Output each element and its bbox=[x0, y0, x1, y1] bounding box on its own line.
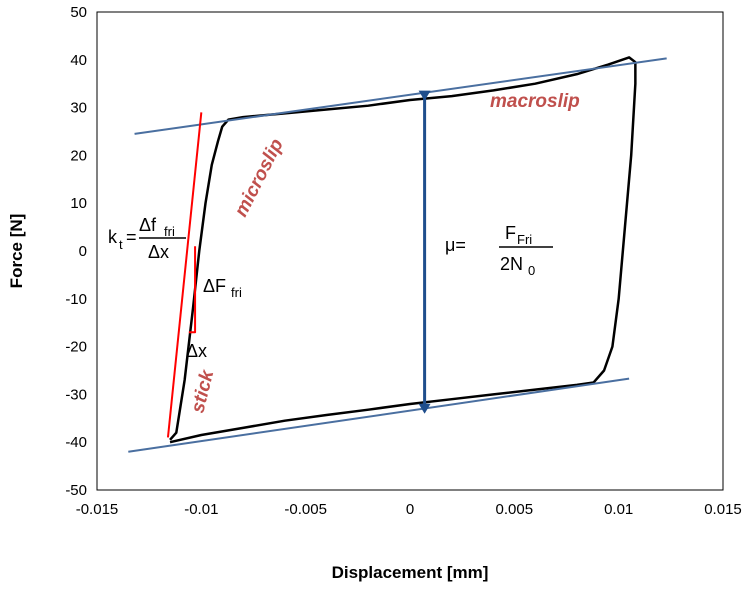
kt-numerator-sub: fri bbox=[164, 224, 175, 239]
series-line bbox=[128, 377, 630, 453]
mu-numerator: F bbox=[505, 223, 516, 243]
x-tick-label: 0 bbox=[406, 501, 414, 518]
y-tick-label: 10 bbox=[70, 195, 87, 212]
delta-x-label: Δx bbox=[186, 341, 207, 361]
macroslip-label: macroslip bbox=[490, 91, 580, 112]
x-tick-label: -0.01 bbox=[184, 501, 218, 518]
y-tick-label: -40 bbox=[65, 434, 87, 451]
delta-f-subscript: fri bbox=[231, 285, 242, 300]
series-line bbox=[134, 57, 667, 135]
y-tick-labels: 50 40 30 20 10 0 -10 -20 -30 -40 -50 bbox=[65, 4, 87, 499]
kt-denominator: Δx bbox=[148, 242, 169, 262]
mu-denominator-sub: 0 bbox=[528, 263, 535, 278]
y-tick-label: -50 bbox=[65, 482, 87, 499]
kt-symbol: k bbox=[108, 227, 118, 247]
x-tick-label: -0.005 bbox=[284, 501, 327, 518]
x-tick-labels: -0.015 -0.01 -0.005 0 0.005 0.01 0.015 bbox=[76, 501, 742, 518]
series-line bbox=[166, 112, 203, 438]
y-tick-label: 20 bbox=[70, 147, 87, 164]
kt-equals: = bbox=[126, 227, 137, 247]
x-tick-label: 0.015 bbox=[704, 501, 742, 518]
mu-numerator-sub: Fri bbox=[517, 232, 532, 247]
delta-f-label: ΔF bbox=[203, 276, 226, 296]
mu-lhs: μ= bbox=[445, 235, 466, 255]
x-tick-label: 0.01 bbox=[604, 501, 633, 518]
kt-subscript: t bbox=[119, 237, 123, 252]
series-line bbox=[169, 56, 637, 444]
y-axis-title: Force [N] bbox=[7, 214, 26, 289]
y-tick-label: 0 bbox=[79, 243, 87, 260]
series-line bbox=[188, 246, 197, 334]
y-tick-label: -10 bbox=[65, 291, 87, 308]
y-tick-label: -30 bbox=[65, 386, 87, 403]
x-tick-label: 0.005 bbox=[496, 501, 534, 518]
y-tick-label: 30 bbox=[70, 100, 87, 117]
x-tick-label: -0.015 bbox=[76, 501, 119, 518]
kt-numerator: Δf bbox=[139, 215, 157, 235]
mu-denominator: 2N bbox=[500, 254, 523, 274]
plot-area bbox=[96, 11, 724, 491]
y-tick-label: 40 bbox=[70, 52, 87, 69]
x-axis-title: Displacement [mm] bbox=[332, 563, 489, 582]
y-tick-label: 50 bbox=[70, 4, 87, 21]
y-tick-label: -20 bbox=[65, 339, 87, 356]
series-layer bbox=[128, 56, 667, 453]
